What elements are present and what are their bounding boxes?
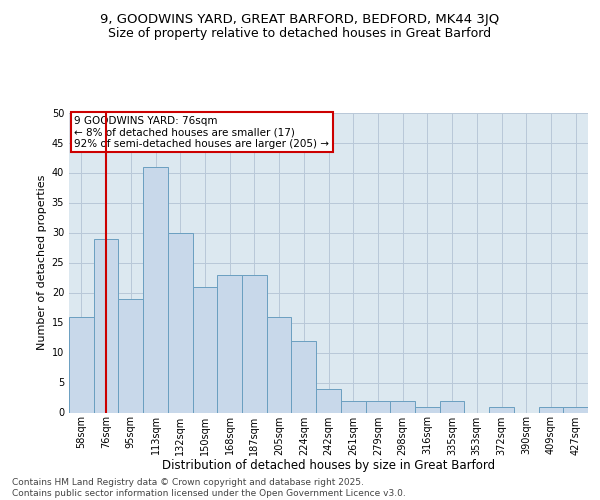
Bar: [539, 406, 563, 412]
Bar: [316, 388, 341, 412]
Text: 9, GOODWINS YARD, GREAT BARFORD, BEDFORD, MK44 3JQ: 9, GOODWINS YARD, GREAT BARFORD, BEDFORD…: [100, 12, 500, 26]
Bar: [489, 406, 514, 412]
Bar: [69, 316, 94, 412]
Bar: [267, 316, 292, 412]
Bar: [292, 340, 316, 412]
Text: Contains HM Land Registry data © Crown copyright and database right 2025.
Contai: Contains HM Land Registry data © Crown c…: [12, 478, 406, 498]
Bar: [440, 400, 464, 412]
Bar: [563, 406, 588, 412]
Bar: [168, 232, 193, 412]
Bar: [341, 400, 365, 412]
Y-axis label: Number of detached properties: Number of detached properties: [37, 175, 47, 350]
Bar: [94, 238, 118, 412]
X-axis label: Distribution of detached houses by size in Great Barford: Distribution of detached houses by size …: [162, 459, 495, 472]
Text: 9 GOODWINS YARD: 76sqm
← 8% of detached houses are smaller (17)
92% of semi-deta: 9 GOODWINS YARD: 76sqm ← 8% of detached …: [74, 116, 329, 148]
Bar: [390, 400, 415, 412]
Bar: [118, 298, 143, 412]
Bar: [242, 274, 267, 412]
Bar: [193, 286, 217, 412]
Bar: [415, 406, 440, 412]
Bar: [365, 400, 390, 412]
Bar: [143, 166, 168, 412]
Text: Size of property relative to detached houses in Great Barford: Size of property relative to detached ho…: [109, 28, 491, 40]
Bar: [217, 274, 242, 412]
